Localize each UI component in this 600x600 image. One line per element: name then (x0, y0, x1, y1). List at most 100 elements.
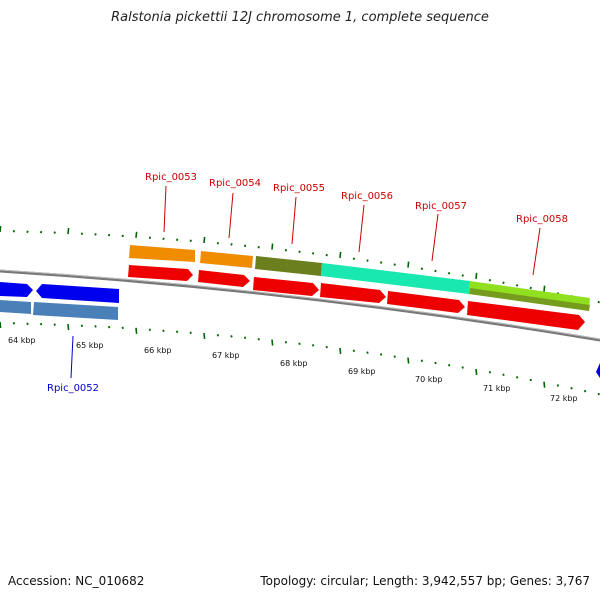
major-tick (543, 381, 546, 388)
accession-text: Accession: NC_010682 (8, 574, 145, 588)
minor-tick (298, 342, 301, 346)
minor-tick (148, 236, 152, 239)
leader-rpic-0055 (291, 196, 297, 245)
minor-tick (434, 361, 437, 365)
forward-cog-track (129, 245, 590, 311)
minor-tick (94, 325, 97, 328)
gene-labels: Rpic_0052 Rpic_0053 Rpic_0054 Rpic_0055 … (47, 172, 568, 394)
minor-tick (461, 274, 464, 277)
gene-label-rpic-0058[interactable]: Rpic_0058 (516, 214, 568, 225)
minor-tick (583, 389, 587, 393)
minor-tick (121, 234, 124, 238)
major-tick (407, 261, 410, 268)
major-tick (0, 225, 2, 233)
scale-label: 68 kbp (280, 359, 308, 368)
minor-tick (80, 324, 84, 327)
gene-label-rpic-0056[interactable]: Rpic_0056 (341, 191, 393, 202)
minor-tick (366, 351, 369, 354)
major-tick (339, 251, 342, 258)
minor-tick (298, 250, 301, 254)
cog-rpic-0052[interactable] (33, 302, 118, 320)
topology-text: Topology: circular; Length: 3,942,557 bp… (260, 574, 590, 588)
minor-tick (12, 230, 16, 233)
cds-arrow-rpic-0058[interactable] (467, 301, 585, 330)
minor-tick (502, 373, 505, 377)
minor-tick (243, 244, 247, 248)
scale-label: 66 kbp (144, 346, 172, 355)
genome-backbone (0, 269, 600, 342)
gene-label-rpic-0054[interactable]: Rpic_0054 (209, 178, 261, 189)
cds-arrow-rpic-0052[interactable] (36, 284, 119, 303)
cds-arrow-rpic-0055[interactable] (253, 277, 319, 296)
minor-tick (447, 363, 451, 367)
major-tick (475, 368, 478, 375)
minor-tick (243, 336, 247, 340)
major-tick (339, 347, 342, 354)
major-tick (135, 327, 138, 334)
feature-rpic-0056-cog[interactable] (321, 263, 470, 294)
cds-arrow-rpic-0053[interactable] (128, 265, 193, 281)
scale-label: 67 kbp (212, 351, 240, 360)
minor-tick (434, 269, 437, 273)
gene-label-rpic-0052[interactable]: Rpic_0052 (47, 383, 99, 394)
scale-label: 64 kbp (8, 336, 36, 345)
major-tick (543, 285, 546, 292)
minor-tick (80, 232, 84, 235)
cds-arrow-rpic-0057[interactable] (387, 291, 465, 313)
minor-tick (12, 322, 16, 325)
minor-tick (230, 335, 233, 338)
minor-tick (39, 230, 43, 234)
cds-arrow-rpic-0056[interactable] (320, 283, 386, 303)
major-tick (271, 339, 274, 346)
gene-label-rpic-0053[interactable]: Rpic_0053 (145, 172, 197, 183)
leader-rpic-0057 (431, 213, 439, 262)
minor-tick (515, 284, 519, 287)
leader-rpic-0058 (532, 227, 541, 276)
reverse-strand-track (0, 282, 600, 378)
minor-tick (379, 261, 383, 264)
major-tick (67, 324, 70, 331)
minor-tick (216, 333, 220, 337)
minor-tick (257, 337, 260, 341)
minor-tick (107, 325, 111, 329)
cds-arrow-next-reverse[interactable] (596, 363, 600, 378)
major-tick (67, 228, 70, 235)
feature-rpic-0053-cog[interactable] (129, 245, 195, 262)
leader-rpic-0054 (228, 192, 234, 239)
major-tick (203, 332, 206, 339)
scale-label: 70 kbp (415, 375, 443, 384)
minor-tick (488, 279, 492, 282)
minor-tick (26, 322, 29, 325)
minor-tick (529, 286, 532, 290)
feature-rpic-0058-cog-band (469, 288, 590, 311)
minor-tick (529, 378, 532, 382)
minor-tick (597, 392, 600, 396)
feature-rpic-0054-cog[interactable] (200, 251, 253, 268)
cds-arrow-rpic-0051[interactable] (0, 282, 33, 297)
gene-label-rpic-0057[interactable]: Rpic_0057 (415, 201, 467, 212)
minor-tick (53, 231, 56, 234)
major-tick (135, 231, 138, 238)
minor-tick (352, 349, 356, 352)
minor-tick (189, 239, 192, 243)
minor-tick (379, 353, 383, 356)
cog-rpic-0051[interactable] (0, 300, 31, 314)
leader-rpic-0053 (163, 185, 167, 233)
leader-rpic-0056 (358, 204, 365, 253)
forward-cds-track (128, 265, 585, 330)
map-title: Ralstonia pickettii 12J chromosome 1, co… (111, 10, 489, 25)
minor-tick (162, 237, 165, 240)
scale-label: 69 kbp (348, 367, 376, 376)
gene-label-rpic-0055[interactable]: Rpic_0055 (273, 183, 325, 194)
feature-rpic-0055-cog[interactable] (255, 256, 322, 276)
minor-tick (53, 323, 56, 326)
minor-tick (216, 241, 220, 245)
minor-tick (325, 253, 328, 257)
minor-tick (393, 263, 396, 266)
major-tick (271, 243, 274, 250)
cds-arrow-rpic-0054[interactable] (198, 270, 250, 287)
minor-tick (311, 344, 315, 347)
minor-tick (230, 243, 233, 246)
minor-tick (175, 238, 179, 241)
